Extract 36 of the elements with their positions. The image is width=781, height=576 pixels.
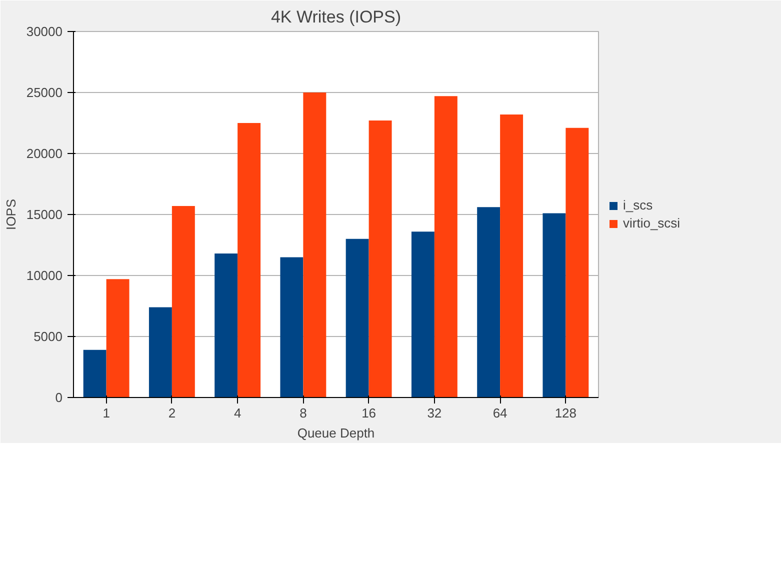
x-tick-label: 64 [492,406,508,420]
bar [368,120,392,398]
x-tick-label: 16 [362,406,376,420]
y-tick-label: 25000 [26,85,63,100]
x-tick-label: 32 [427,406,442,420]
bar [106,279,130,398]
bar [434,96,458,398]
bar [477,207,500,398]
y-axis-title: IOPS [3,198,18,230]
x-tick-label: 1 [102,406,110,420]
bar [172,206,195,398]
y-tick-label: 20000 [26,146,63,161]
x-tick-label: 2 [168,406,176,420]
legend-label: i_scs [623,198,653,212]
bar [411,232,434,398]
bar [238,123,261,398]
bar [83,350,106,398]
y-tick-label: 10000 [26,268,63,283]
x-tick-label: 4 [234,406,242,420]
bar [346,238,369,398]
x-axis-title: Queue Depth [297,426,375,440]
x-tick-label: 128 [554,406,577,420]
x-tick-label: 8 [300,406,307,420]
bar [280,257,304,398]
bar [303,92,326,398]
bar [214,254,238,398]
y-tick-label: 15000 [26,207,63,222]
bar [542,213,566,398]
legend-label: virtio_scsi [623,216,680,230]
bar [148,307,172,398]
chart-title: 4K Writes (IOPS) [270,8,402,26]
bar [500,114,524,398]
y-tick-label: 0 [55,390,63,405]
y-tick-label: 5000 [34,329,62,344]
bar [566,128,589,398]
y-tick-label: 30000 [26,24,63,39]
